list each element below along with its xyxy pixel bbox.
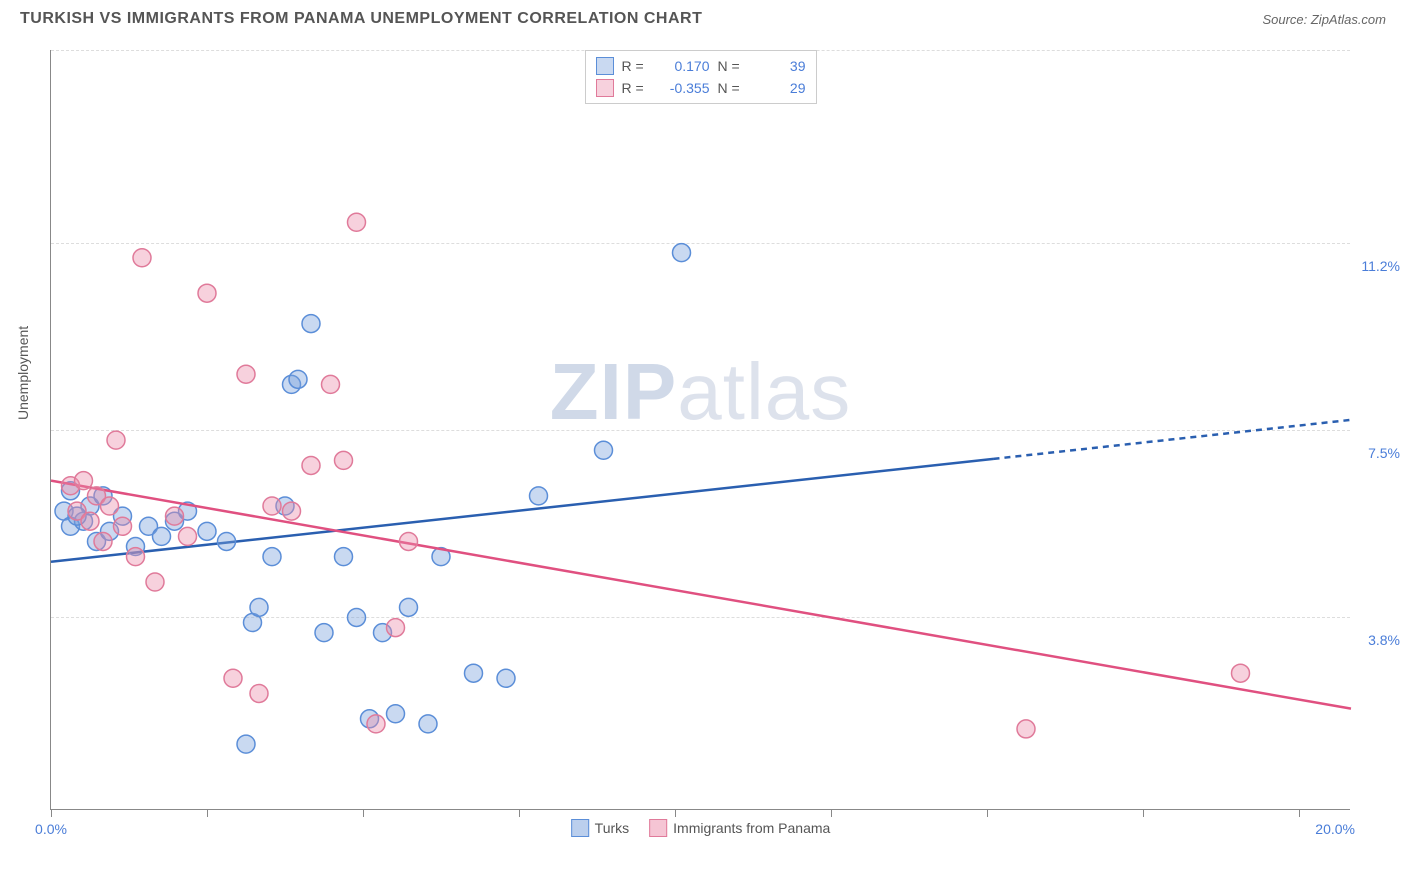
y-tick-label: 3.8% bbox=[1352, 632, 1400, 648]
data-point bbox=[127, 548, 145, 566]
data-point bbox=[1017, 720, 1035, 738]
data-point bbox=[283, 502, 301, 520]
legend-stat-row: R = 0.170 N = 39 bbox=[596, 55, 806, 77]
data-point bbox=[419, 715, 437, 733]
source-prefix: Source: bbox=[1262, 12, 1310, 27]
data-point bbox=[114, 517, 132, 535]
data-point bbox=[302, 456, 320, 474]
scatter-plot-svg bbox=[51, 50, 1350, 809]
legend-stats-box: R = 0.170 N = 39 R = -0.355 N = 29 bbox=[585, 50, 817, 104]
legend-swatch bbox=[596, 57, 614, 75]
data-point bbox=[153, 527, 171, 545]
x-tick bbox=[675, 809, 676, 817]
n-value: 29 bbox=[756, 80, 806, 96]
data-point bbox=[497, 669, 515, 687]
legend-stat-row: R = -0.355 N = 29 bbox=[596, 77, 806, 99]
data-point bbox=[289, 370, 307, 388]
regression-line-dashed bbox=[994, 420, 1352, 459]
data-point bbox=[250, 684, 268, 702]
x-tick bbox=[1299, 809, 1300, 817]
x-tick bbox=[1143, 809, 1144, 817]
source-name: ZipAtlas.com bbox=[1311, 12, 1386, 27]
data-point bbox=[335, 548, 353, 566]
data-point bbox=[133, 249, 151, 267]
x-tick bbox=[51, 809, 52, 817]
header: TURKISH VS IMMIGRANTS FROM PANAMA UNEMPL… bbox=[0, 0, 1406, 33]
data-point bbox=[250, 598, 268, 616]
x-tick bbox=[519, 809, 520, 817]
data-point bbox=[179, 527, 197, 545]
data-point bbox=[263, 548, 281, 566]
data-point bbox=[224, 669, 242, 687]
source-attribution: Source: ZipAtlas.com bbox=[1262, 12, 1386, 27]
data-point bbox=[302, 315, 320, 333]
legend-series-item: Turks bbox=[571, 819, 629, 837]
legend-series-label: Immigrants from Panama bbox=[673, 820, 830, 836]
data-point bbox=[400, 532, 418, 550]
data-point bbox=[348, 608, 366, 626]
x-tick bbox=[207, 809, 208, 817]
x-tick-label: 0.0% bbox=[35, 821, 67, 837]
data-point bbox=[101, 497, 119, 515]
data-point bbox=[400, 598, 418, 616]
r-value: 0.170 bbox=[660, 58, 710, 74]
legend-swatch bbox=[571, 819, 589, 837]
chart-plot-area: ZIPatlas 3.8%7.5%11.2% R =0.170N =39R =-… bbox=[50, 50, 1350, 810]
data-point bbox=[107, 431, 125, 449]
data-point bbox=[387, 705, 405, 723]
data-point bbox=[198, 522, 216, 540]
n-value: 39 bbox=[756, 58, 806, 74]
x-tick bbox=[987, 809, 988, 817]
data-point bbox=[237, 365, 255, 383]
r-label: R = bbox=[622, 80, 652, 96]
data-point bbox=[595, 441, 613, 459]
legend-series-label: Turks bbox=[595, 820, 629, 836]
data-point bbox=[237, 735, 255, 753]
legend-swatch bbox=[649, 819, 667, 837]
y-tick-label: 7.5% bbox=[1352, 445, 1400, 461]
data-point bbox=[198, 284, 216, 302]
data-point bbox=[335, 451, 353, 469]
data-point bbox=[263, 497, 281, 515]
data-point bbox=[75, 472, 93, 490]
data-point bbox=[315, 624, 333, 642]
data-point bbox=[218, 532, 236, 550]
x-tick bbox=[363, 809, 364, 817]
r-label: R = bbox=[622, 58, 652, 74]
legend-swatch bbox=[596, 79, 614, 97]
data-point bbox=[530, 487, 548, 505]
y-axis-label: Unemployment bbox=[15, 326, 31, 420]
data-point bbox=[1232, 664, 1250, 682]
chart-title: TURKISH VS IMMIGRANTS FROM PANAMA UNEMPL… bbox=[20, 10, 702, 28]
regression-line bbox=[51, 481, 1351, 709]
legend-series-item: Immigrants from Panama bbox=[649, 819, 830, 837]
x-tick-label: 20.0% bbox=[1315, 821, 1355, 837]
legend-series-box: Turks Immigrants from Panama bbox=[571, 819, 831, 837]
y-tick-label: 11.2% bbox=[1352, 258, 1400, 274]
n-label: N = bbox=[718, 58, 748, 74]
data-point bbox=[465, 664, 483, 682]
data-point bbox=[673, 244, 691, 262]
data-point bbox=[81, 512, 99, 530]
n-label: N = bbox=[718, 80, 748, 96]
data-point bbox=[367, 715, 385, 733]
data-point bbox=[166, 507, 184, 525]
data-point bbox=[387, 619, 405, 637]
data-point bbox=[322, 375, 340, 393]
data-point bbox=[348, 213, 366, 231]
data-point bbox=[94, 532, 112, 550]
x-tick bbox=[831, 809, 832, 817]
r-value: -0.355 bbox=[660, 80, 710, 96]
data-point bbox=[146, 573, 164, 591]
